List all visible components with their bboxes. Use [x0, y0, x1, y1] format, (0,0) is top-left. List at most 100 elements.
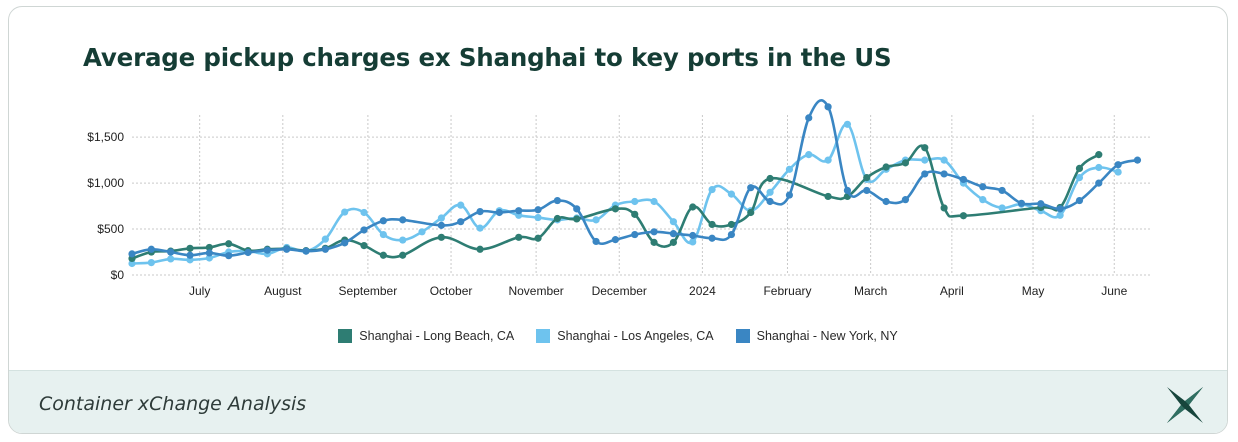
data-point-shanghai-new-york-ny: [128, 250, 136, 258]
data-point-shanghai-los-angeles-ca: [766, 188, 774, 196]
data-point-shanghai-new-york-ny: [379, 217, 387, 225]
data-point-shanghai-long-beach-ca: [747, 208, 755, 217]
data-point-shanghai-los-angeles-ca: [128, 259, 136, 268]
container-xchange-logo-icon: [1167, 387, 1203, 423]
data-point-shanghai-new-york-ny: [1133, 156, 1142, 164]
data-point-shanghai-long-beach-ca: [921, 144, 929, 152]
data-point-shanghai-los-angeles-ca: [341, 208, 349, 216]
data-point-shanghai-long-beach-ca: [399, 251, 407, 259]
legend-item-shanghai-new-york-ny[interactable]: Shanghai - New York, NY: [735, 329, 898, 343]
data-point-shanghai-los-angeles-ca: [437, 214, 445, 222]
legend-swatch: [735, 329, 750, 343]
x-tick-label: April: [940, 284, 964, 298]
data-point-shanghai-long-beach-ca: [611, 205, 619, 213]
data-point-shanghai-long-beach-ca: [360, 241, 368, 250]
footer-caption: Container xChange Analysis: [39, 393, 307, 415]
x-tick-label: December: [592, 284, 647, 298]
data-point-shanghai-new-york-ny: [863, 186, 871, 195]
data-point-shanghai-new-york-ny: [360, 226, 368, 234]
data-point-shanghai-long-beach-ca: [650, 238, 658, 246]
data-point-shanghai-long-beach-ca: [863, 173, 871, 182]
data-point-shanghai-long-beach-ca: [940, 204, 948, 212]
data-point-shanghai-new-york-ny: [341, 239, 349, 247]
data-point-shanghai-new-york-ny: [399, 216, 407, 224]
data-point-shanghai-new-york-ny: [998, 186, 1006, 195]
data-point-shanghai-long-beach-ca: [476, 245, 484, 253]
data-point-shanghai-new-york-ny: [1017, 199, 1026, 207]
data-point-shanghai-long-beach-ca: [824, 192, 832, 201]
data-point-shanghai-new-york-ny: [669, 230, 678, 238]
data-point-shanghai-long-beach-ca: [727, 220, 736, 229]
legend-swatch: [536, 329, 551, 343]
data-point-shanghai-los-angeles-ca: [205, 254, 213, 262]
data-point-shanghai-new-york-ny: [167, 248, 175, 256]
data-point-shanghai-long-beach-ca: [1095, 151, 1103, 159]
data-point-shanghai-long-beach-ca: [882, 163, 890, 171]
data-point-shanghai-new-york-ny: [1095, 179, 1103, 187]
data-point-shanghai-new-york-ny: [689, 231, 697, 240]
chart-card: Average pickup charges ex Shanghai to ke…: [8, 6, 1228, 434]
data-point-shanghai-los-angeles-ca: [167, 255, 175, 263]
data-point-shanghai-long-beach-ca: [205, 243, 213, 252]
legend-item-shanghai-los-angeles-ca[interactable]: Shanghai - Los Angeles, CA: [536, 329, 714, 343]
data-point-shanghai-new-york-ny: [611, 236, 619, 244]
data-point-shanghai-los-angeles-ca: [979, 196, 987, 204]
data-point-shanghai-los-angeles-ca: [147, 258, 155, 267]
data-point-shanghai-new-york-ny: [283, 245, 291, 253]
data-point-shanghai-los-angeles-ca: [940, 156, 948, 164]
x-tick-label: March: [854, 284, 887, 298]
data-point-shanghai-long-beach-ca: [553, 214, 561, 223]
data-point-shanghai-los-angeles-ca: [785, 165, 794, 173]
data-point-shanghai-new-york-ny: [1075, 196, 1084, 205]
data-point-shanghai-new-york-ny: [147, 245, 155, 253]
data-point-shanghai-los-angeles-ca: [1075, 173, 1084, 182]
data-point-shanghai-new-york-ny: [1037, 200, 1045, 208]
data-point-shanghai-new-york-ny: [244, 248, 252, 257]
data-point-shanghai-new-york-ny: [225, 252, 233, 260]
data-point-shanghai-los-angeles-ca: [921, 156, 929, 164]
legend-swatch: [338, 329, 353, 343]
data-point-shanghai-new-york-ny: [979, 183, 987, 191]
data-point-shanghai-new-york-ny: [437, 221, 445, 229]
y-tick-label: $500: [97, 222, 124, 236]
legend-label: Shanghai - Long Beach, CA: [359, 329, 515, 343]
data-point-shanghai-new-york-ny: [708, 234, 716, 242]
data-point-shanghai-new-york-ny: [573, 205, 581, 213]
data-point-shanghai-los-angeles-ca: [1056, 211, 1064, 219]
legend-label: Shanghai - Los Angeles, CA: [557, 329, 714, 343]
data-point-shanghai-los-angeles-ca: [824, 156, 832, 164]
data-point-shanghai-los-angeles-ca: [843, 120, 852, 128]
data-point-shanghai-los-angeles-ca: [708, 185, 716, 194]
x-tick-label: May: [1022, 284, 1045, 298]
data-point-shanghai-los-angeles-ca: [1095, 163, 1103, 172]
legend-label: Shanghai - New York, NY: [756, 329, 898, 343]
data-point-shanghai-new-york-ny: [476, 207, 484, 216]
data-point-shanghai-los-angeles-ca: [1114, 168, 1122, 176]
data-point-shanghai-long-beach-ca: [766, 174, 774, 183]
data-point-shanghai-long-beach-ca: [689, 203, 697, 211]
x-tick-label: October: [430, 284, 473, 298]
data-point-shanghai-new-york-ny: [302, 247, 310, 255]
x-tick-label: September: [339, 284, 398, 298]
y-tick-label: $0: [111, 268, 125, 282]
x-tick-label: August: [264, 284, 302, 298]
data-point-shanghai-long-beach-ca: [669, 238, 678, 246]
data-point-shanghai-new-york-ny: [534, 206, 542, 214]
data-point-shanghai-los-angeles-ca: [805, 151, 813, 159]
data-point-shanghai-new-york-ny: [263, 246, 271, 254]
series-line-shanghai-los-angeles-ca: [131, 123, 1119, 265]
legend-item-shanghai-long-beach-ca[interactable]: Shanghai - Long Beach, CA: [338, 329, 514, 343]
data-point-shanghai-new-york-ny: [515, 207, 523, 215]
data-point-shanghai-new-york-ny: [921, 170, 929, 178]
chart-legend: Shanghai - Long Beach, CA Shanghai - Los …: [9, 329, 1227, 343]
data-point-shanghai-new-york-ny: [457, 218, 465, 226]
data-point-shanghai-long-beach-ca: [573, 215, 581, 223]
data-point-shanghai-long-beach-ca: [186, 244, 194, 252]
data-point-shanghai-los-angeles-ca: [998, 204, 1006, 212]
data-point-shanghai-new-york-ny: [843, 186, 852, 195]
data-point-shanghai-new-york-ny: [901, 196, 910, 204]
data-point-shanghai-long-beach-ca: [534, 234, 542, 242]
data-point-shanghai-los-angeles-ca: [631, 197, 639, 206]
data-point-shanghai-los-angeles-ca: [457, 201, 465, 209]
data-point-shanghai-long-beach-ca: [1075, 164, 1084, 173]
